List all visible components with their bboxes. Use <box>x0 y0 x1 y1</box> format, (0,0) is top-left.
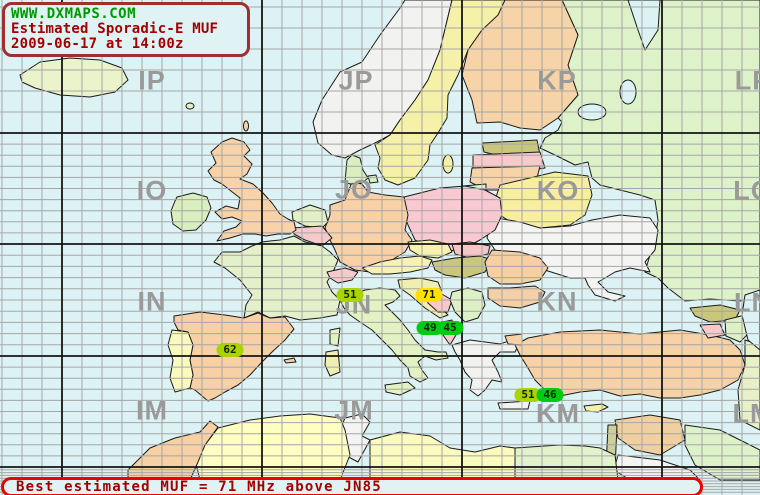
country-iran-corner <box>737 339 760 431</box>
island-gotland <box>442 154 454 174</box>
muf-spot: 62 <box>216 343 244 357</box>
islands-balearics <box>283 357 297 364</box>
grid-field-label-jo: JO <box>334 174 374 205</box>
country-poland <box>402 185 503 253</box>
grid-field-label-in: IN <box>137 286 167 317</box>
grid-field-label-kp: KP <box>537 65 577 96</box>
muf-spot: 45 <box>436 321 464 335</box>
country-egypt <box>514 444 619 481</box>
country-portugal <box>167 329 194 393</box>
country-serbia <box>449 287 486 323</box>
site-name: WWW.DXMAPS.COM <box>11 6 137 22</box>
country-uk <box>207 137 297 242</box>
best-muf-text: Best estimated MUF = 71 MHz above JN85 <box>16 479 382 495</box>
footer-status-bar: Best estimated MUF = 71 MHz above JN85 <box>1 477 703 495</box>
island-sicily <box>384 381 416 396</box>
country-turkey <box>514 329 746 399</box>
grid-field-label-jm: JM <box>334 395 374 426</box>
island-corsica <box>329 327 341 347</box>
grid-field-label-lp: LP <box>734 65 760 96</box>
island-shetland <box>243 120 249 132</box>
header-box: WWW.DXMAPS.COM Estimated Sporadic-E MUF … <box>2 2 250 57</box>
white-sea <box>627 0 661 51</box>
map-title: Estimated Sporadic-E MUF <box>11 21 219 37</box>
muf-spot: 46 <box>536 388 564 402</box>
grid-field-label-im: IM <box>136 395 168 426</box>
country-austria <box>361 255 433 275</box>
map-datetime: 2009-06-17 at 14:00z <box>11 36 184 52</box>
island-crete <box>497 400 531 410</box>
grid-field-label-ip: IP <box>138 65 166 96</box>
grid-field-label-ln: LN <box>734 287 760 318</box>
island-faroe <box>185 102 195 110</box>
grid-field-label-jp: JP <box>338 65 374 96</box>
muf-spot: 51 <box>336 288 364 302</box>
grid-field-label-ko: KO <box>536 175 580 206</box>
muf-spot: 51 <box>514 388 542 402</box>
grid-field-label-kn: KN <box>536 286 578 317</box>
country-finland <box>461 0 579 131</box>
muf-spot: 71 <box>415 288 443 302</box>
grid-field-label-lm: LM <box>732 398 760 429</box>
grid-field-label-km: KM <box>536 398 580 429</box>
grid-field-label-lo: LO <box>733 175 760 206</box>
country-turkey-thrace <box>504 333 523 346</box>
grid-field-label-io: IO <box>136 175 168 206</box>
lake-onega <box>619 79 637 105</box>
